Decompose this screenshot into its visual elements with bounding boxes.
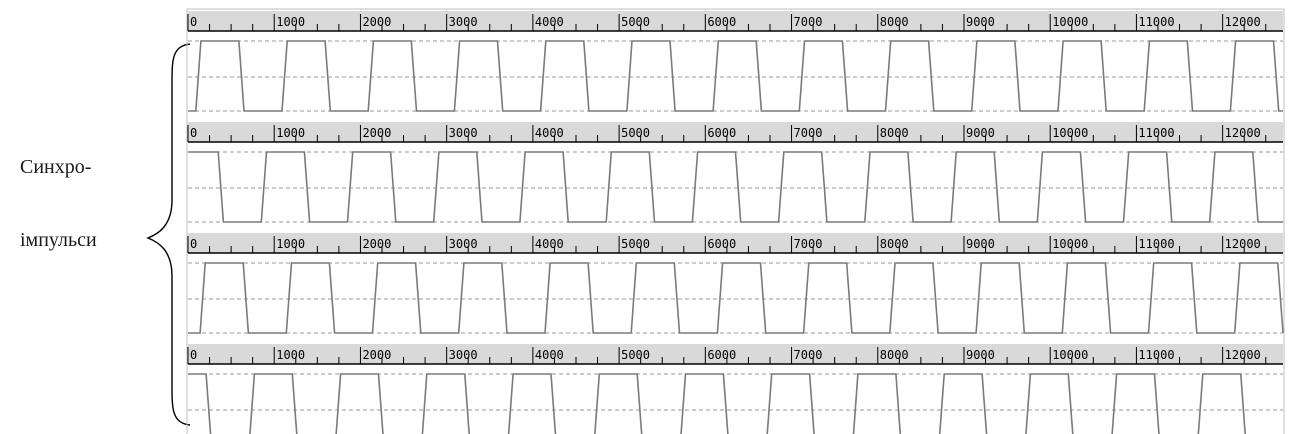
ruler-tick-label: 9000	[966, 237, 995, 251]
ruler-tick-label: 1000	[276, 126, 305, 140]
ruler-tick-label: 7000	[794, 237, 823, 251]
ruler-tick-label: 11000	[1138, 237, 1174, 251]
ruler-tick-label: 4000	[535, 237, 564, 251]
ruler-tick-label: 10000	[1052, 348, 1088, 362]
ruler-tick-label: 3000	[449, 237, 478, 251]
ruler-tick-label: 6000	[707, 348, 736, 362]
channel-2: 0 1000 2000 3000 4000 5000 6000 7000 8000 9000 100…	[187, 122, 1283, 223]
ruler-tick-label: 9000	[966, 126, 995, 140]
ruler-tick-label: 12000	[1225, 126, 1261, 140]
ruler-tick-label: 5000	[621, 348, 650, 362]
ruler-tick-label: 10000	[1052, 237, 1088, 251]
ruler-tick-label: 1000	[276, 237, 305, 251]
ruler-tick-label: 5000	[621, 15, 650, 29]
ruler-tick-label: 3000	[449, 348, 478, 362]
channel-3: 0 1000 2000 3000 4000 5000 6000 7000 8000 9000 100…	[187, 233, 1284, 334]
ruler-tick-label: 3000	[449, 126, 478, 140]
ruler-tick-label: 2000	[362, 15, 391, 29]
ruler-tick-label: 0	[190, 237, 197, 251]
ruler-tick-label: 2000	[362, 348, 391, 362]
ruler-tick-label: 7000	[794, 348, 823, 362]
ruler-tick-label: 11000	[1138, 126, 1174, 140]
ruler-tick-label: 8000	[880, 15, 909, 29]
ruler-tick-label: 9000	[966, 348, 995, 362]
diagram-frame	[186, 8, 1285, 434]
ruler-tick-label: 8000	[880, 348, 909, 362]
ruler-tick-label: 4000	[535, 15, 564, 29]
pulse-waveform	[188, 151, 1283, 223]
ruler-tick-label: 0	[190, 348, 197, 362]
side-label-line1: Синхро-	[20, 156, 92, 178]
ruler-tick-label: 6000	[707, 126, 736, 140]
ruler-tick-label: 9000	[966, 15, 995, 29]
ruler-tick-label: 12000	[1225, 348, 1261, 362]
ruler-tick-label: 8000	[880, 237, 909, 251]
ruler-tick-label: 4000	[535, 348, 564, 362]
ruler-bar	[188, 11, 1283, 31]
ruler-tick-label: 4000	[535, 126, 564, 140]
ruler-tick-label: 2000	[362, 237, 391, 251]
ruler-tick-label: 11000	[1138, 348, 1174, 362]
ruler-tick-label: 7000	[794, 126, 823, 140]
ruler-tick-label: 5000	[621, 237, 650, 251]
ruler-tick-label: 0	[190, 15, 197, 29]
channel-1: 0 1000 2000 3000 4000 5000 6000 7000 8000 9000 100…	[187, 11, 1283, 112]
ruler-tick-label: 6000	[707, 237, 736, 251]
ruler-tick-label: 10000	[1052, 15, 1088, 29]
ruler-tick-label: 3000	[449, 15, 478, 29]
ruler-tick-label: 6000	[707, 15, 736, 29]
side-label-line2: імпульси	[20, 229, 97, 251]
ruler-tick-label: 11000	[1138, 15, 1174, 29]
ruler-tick-label: 12000	[1225, 15, 1261, 29]
ruler-tick-label: 5000	[621, 126, 650, 140]
pulse-waveform	[188, 262, 1284, 334]
ruler-tick-label: 1000	[276, 15, 305, 29]
ruler-tick-label: 10000	[1052, 126, 1088, 140]
ruler-tick-label: 1000	[276, 348, 305, 362]
ruler-tick-label: 7000	[794, 15, 823, 29]
pulse-waveform	[188, 40, 1283, 112]
ruler-tick-label: 12000	[1225, 237, 1261, 251]
ruler-tick-label: 0	[190, 126, 197, 140]
ruler-bar	[188, 233, 1283, 253]
ruler-bar	[188, 344, 1283, 364]
ruler-tick-label: 2000	[362, 126, 391, 140]
ruler-tick-label: 8000	[880, 126, 909, 140]
channel-4: 0 1000 2000 3000 4000 5000 6000 7000 8000 9000 100…	[187, 344, 1283, 434]
ruler-bar	[188, 122, 1283, 142]
pulse-waveform	[188, 373, 1246, 434]
